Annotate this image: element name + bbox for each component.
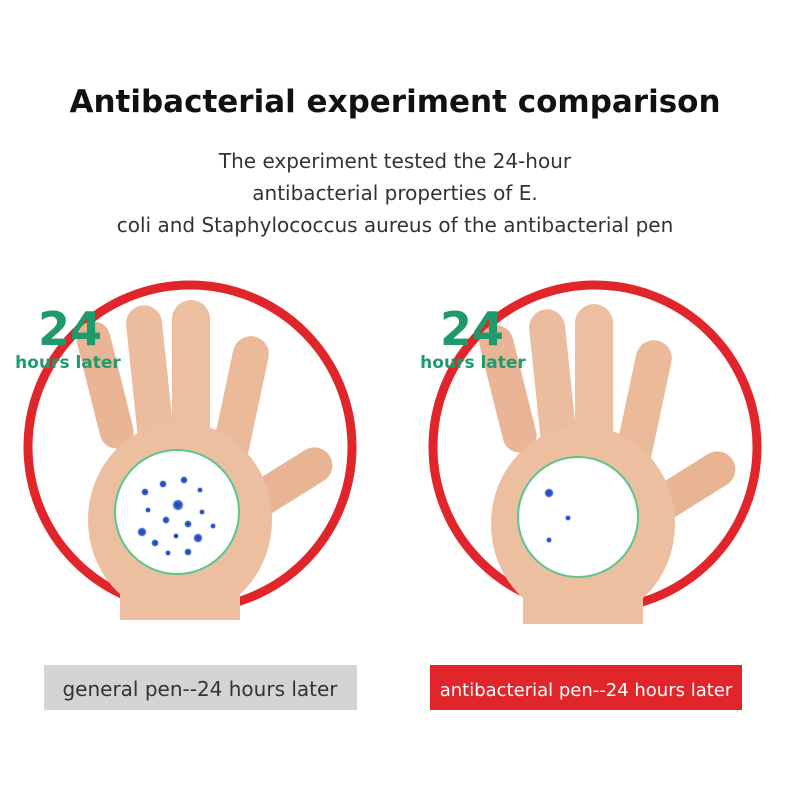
hours-label: hours later — [15, 353, 121, 373]
subtitle-line: The experiment tested the 24-hour — [218, 149, 572, 173]
panel-antibacterial: 24 hours later antibacterial pen--24 hou… — [420, 280, 762, 710]
bacteria — [544, 488, 571, 543]
title: Antibacterial experiment comparison — [69, 84, 720, 120]
hours-number: 24 — [38, 302, 102, 356]
subtitle-line: antibacterial properties of E. — [252, 181, 537, 205]
subtitle-line: coli and Staphylococcus aureus of the an… — [117, 213, 674, 237]
caption-box — [44, 665, 357, 710]
bacteria — [137, 476, 216, 556]
hours-number: 24 — [440, 302, 504, 356]
petri-dish — [114, 449, 240, 575]
petri-dish — [517, 456, 639, 578]
hours-label: hours later — [420, 353, 526, 373]
caption: antibacterial pen--24 hours later — [440, 680, 733, 701]
panel-general: 24 hours later general pen--24 hours lat… — [15, 280, 357, 710]
caption: general pen--24 hours later — [62, 677, 338, 701]
caption-box — [430, 665, 742, 710]
